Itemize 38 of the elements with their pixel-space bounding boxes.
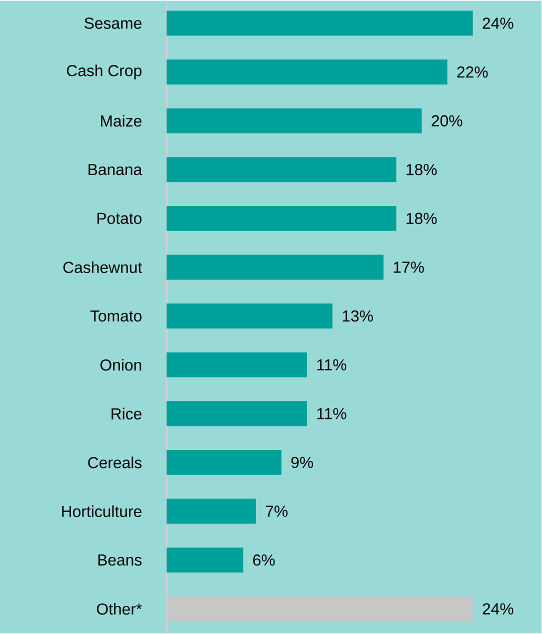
bar (166, 450, 282, 475)
y-tick-label: Tomato (90, 310, 142, 322)
y-tick-label: Horticulture (62, 505, 142, 518)
data-label: 24% (482, 18, 514, 29)
data-label: 20% (432, 115, 462, 126)
data-label: 13% (343, 310, 374, 322)
bar (166, 304, 333, 328)
y-tick-label: Potato (98, 212, 142, 224)
data-label: 18% (406, 164, 437, 176)
y-tick-label: Beans (98, 554, 142, 566)
bar (166, 401, 308, 426)
y-tick-label: Cash Crop (67, 64, 142, 80)
y-tick-label: Banana (88, 164, 142, 176)
data-label: 17% (394, 262, 424, 273)
y-tick-label: Other* (97, 603, 142, 615)
data-label: 22% (457, 66, 488, 78)
y-tick-label: Sesame (84, 18, 142, 29)
data-label: 7% (266, 506, 288, 517)
y-tick-label: Onion (100, 358, 142, 371)
bar (166, 498, 256, 524)
bar (166, 206, 396, 231)
bar (166, 108, 422, 134)
y-tick-label: Cereals (88, 456, 142, 468)
bar (166, 254, 384, 280)
data-label: 11% (317, 408, 346, 420)
bar (166, 352, 308, 378)
data-label: 18% (406, 212, 437, 224)
bar (166, 548, 244, 573)
data-label: 24% (482, 603, 514, 614)
y-tick-label: Maize (101, 114, 142, 127)
data-label: 6% (253, 554, 275, 566)
y-tick-label: Rice (112, 408, 142, 420)
bar (166, 60, 448, 84)
data-label: 9% (292, 456, 314, 468)
y-tick-label: Cashewnut (64, 261, 142, 274)
bar (166, 157, 396, 182)
bar (166, 10, 473, 36)
data-label: 11% (317, 359, 346, 370)
